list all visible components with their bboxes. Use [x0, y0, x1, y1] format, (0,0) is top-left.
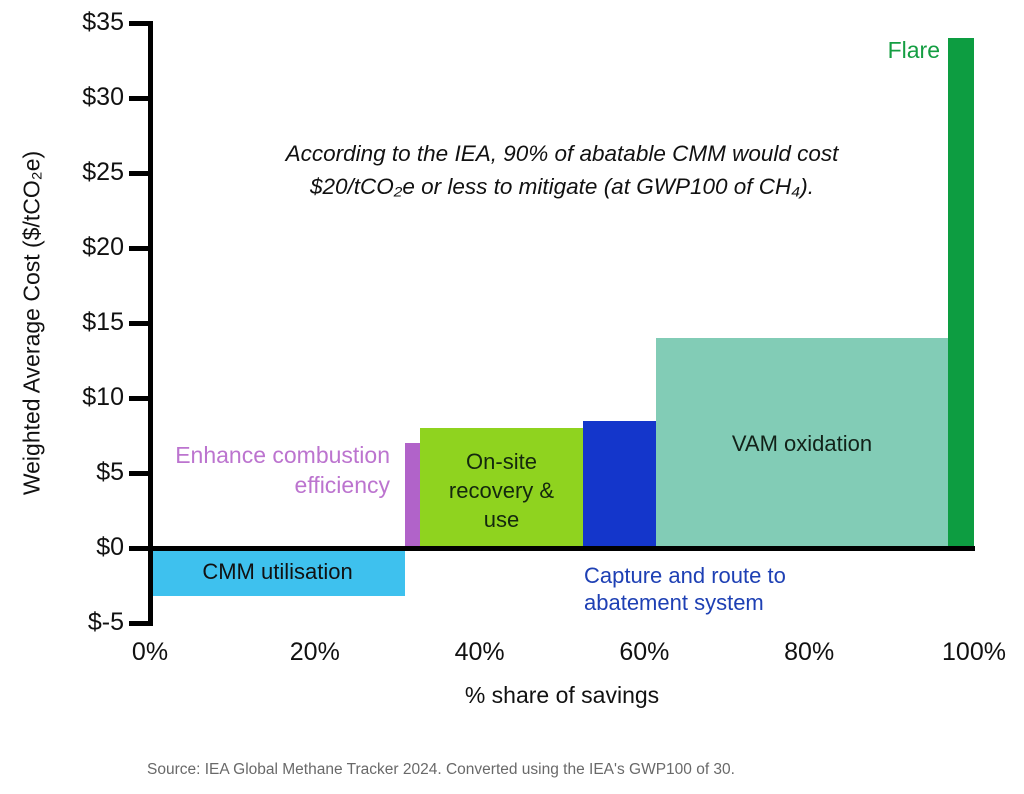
x-tick-label-100: 100%	[942, 638, 1006, 666]
bar-flare	[947, 38, 974, 548]
x-axis-line	[148, 546, 975, 551]
bar-label-capture-and-route: Capture and route to abatement system	[584, 563, 786, 615]
y-tick-label-20: $20	[82, 233, 124, 261]
y-tick-mark-35	[129, 21, 150, 26]
x-tick-label-40: 40%	[454, 638, 505, 666]
x-axis-title: % share of savings	[464, 682, 660, 708]
x-tick-label-80: 80%	[784, 638, 835, 666]
y-tick-label--5: $-5	[87, 608, 124, 636]
bar-label-flare: Flare	[887, 37, 940, 63]
source-note: Source: IEA Global Methane Tracker 2024.…	[147, 761, 735, 778]
y-tick-mark-20	[129, 246, 150, 251]
bar-label-on-site-recovery: On-site recovery & use	[448, 449, 555, 532]
bar-label-vam-oxidation: VAM oxidation	[731, 431, 873, 456]
y-axis-line	[148, 21, 153, 626]
y-tick-label-30: $30	[82, 83, 124, 111]
bar-enhance-combustion-efficiency	[405, 443, 421, 548]
bar-label-enhance-combustion: Enhance combustion efficiency	[175, 442, 390, 498]
chart-annotation: According to the IEA, 90% of abatable CM…	[285, 141, 839, 199]
bar-vam-oxidation	[655, 338, 948, 548]
y-tick-label-5: $5	[96, 458, 124, 486]
y-tick-mark--5	[129, 621, 150, 626]
y-tick-mark-15	[129, 321, 150, 326]
y-tick-label-0: $0	[96, 533, 124, 561]
bar-on-site-recovery-and-use	[420, 428, 583, 548]
bar-label-cmm-utilisation: CMM utilisation	[202, 559, 353, 584]
x-tick-label-60: 60%	[619, 638, 670, 666]
y-tick-label-25: $25	[82, 158, 124, 186]
y-tick-label-10: $10	[82, 383, 124, 411]
y-tick-mark-10	[129, 396, 150, 401]
bar-cmm-utilisation	[150, 551, 406, 596]
y-tick-mark-5	[129, 471, 150, 476]
bar-capture-and-route-to-abatement-system	[582, 420, 656, 548]
y-tick-label-35: $35	[82, 8, 124, 36]
y-tick-label-15: $15	[82, 308, 124, 336]
y-tick-mark-25	[129, 171, 150, 176]
x-tick-label-20: 20%	[289, 638, 340, 666]
y-tick-mark-0	[129, 546, 150, 551]
x-tick-label-0: 0%	[131, 638, 169, 666]
y-tick-mark-30	[129, 96, 150, 101]
